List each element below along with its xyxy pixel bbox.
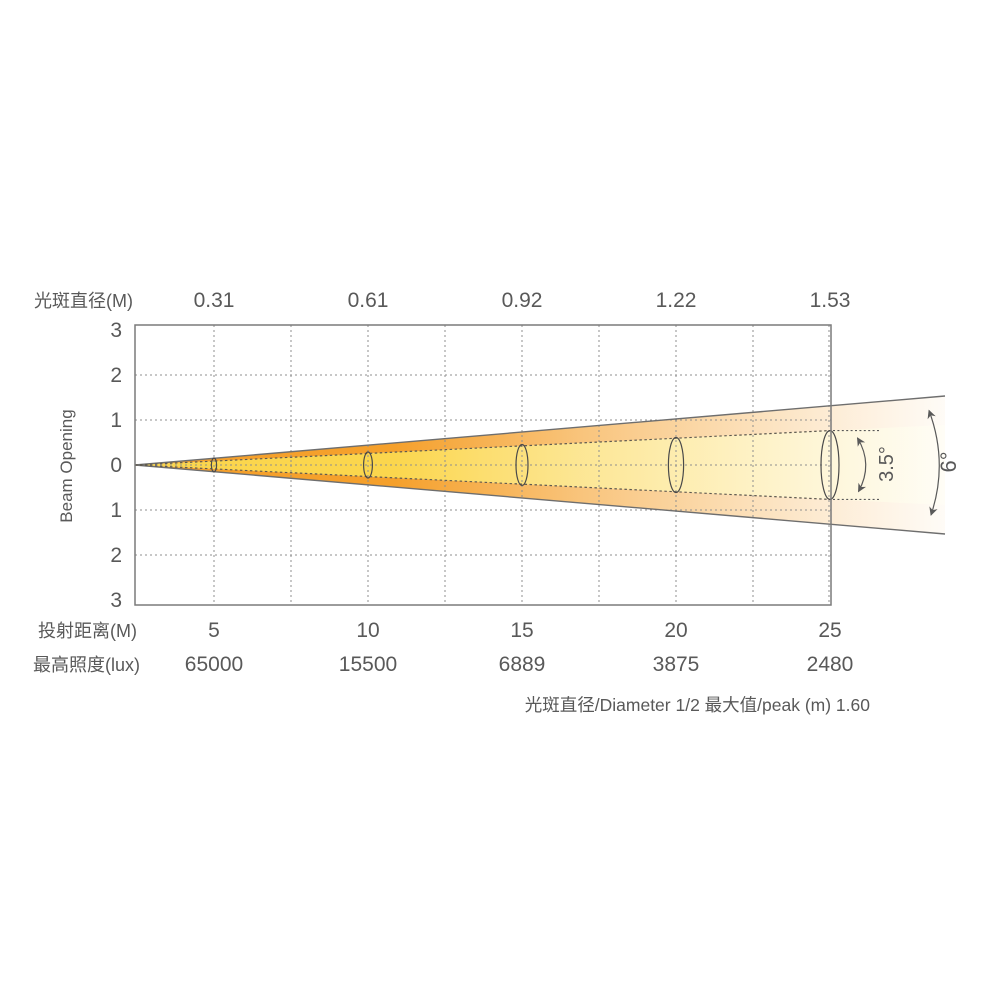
distance-value-20m: 20	[664, 619, 687, 642]
diameter-value-15m: 0.92	[502, 289, 543, 312]
distance-value-15m: 15	[510, 619, 533, 642]
angle-arc-3-5deg	[856, 437, 867, 493]
y-axis: Beam Opening 3 2 1 0 1 2 3	[57, 319, 122, 612]
y-tick-minus3: 3	[110, 589, 122, 612]
outer-cone-edge-bottom	[134, 464, 946, 535]
top-axis-title: 光斑直径(M)	[34, 291, 133, 311]
lux-value-15m: 6889	[499, 653, 546, 676]
y-tick-plus1: 1	[110, 409, 122, 432]
diameter-value-5m: 0.31	[194, 289, 235, 312]
inner-cone-edge-top	[134, 430, 831, 466]
plot-border	[134, 324, 832, 606]
outer-angle-label: 6°	[936, 451, 961, 472]
y-tick-zero: 0	[110, 454, 122, 477]
distance-value-10m: 10	[356, 619, 379, 642]
lux-value-5m: 65000	[185, 653, 243, 676]
distance-value-5m: 5	[208, 619, 220, 642]
angle-annotations	[833, 409, 940, 516]
diameter-value-25m: 1.53	[810, 289, 851, 312]
outer-cone-edge-top	[134, 395, 946, 466]
beam-ellipse-20m	[667, 436, 685, 494]
diameter-peak-note: 光斑直径/Diameter 1/2 最大值/peak (m) 1.60	[525, 695, 870, 715]
illuminance-title: 最高照度(lux)	[33, 655, 140, 675]
cone-outlines	[134, 395, 946, 535]
top-axis: 光斑直径(M) 0.31 0.61 0.92 1.22 1.53	[34, 289, 850, 312]
lux-value-10m: 15500	[339, 653, 397, 676]
beam-ellipse-15m	[515, 443, 529, 487]
beam-spot-ellipses	[210, 430, 840, 501]
diameter-value-10m: 0.61	[348, 289, 389, 312]
beam-ellipse-25m	[820, 430, 840, 501]
beam-ellipse-10m	[363, 451, 374, 479]
x-axis-title: 投射距离(M)	[38, 621, 137, 641]
y-tick-minus2: 2	[110, 544, 122, 567]
beam-ellipse-5m	[210, 457, 218, 473]
grid-lines	[135, 325, 831, 605]
inner-cone-edge-bottom	[134, 464, 831, 500]
y-tick-minus1: 1	[110, 499, 122, 522]
lux-value-20m: 3875	[653, 653, 700, 676]
angle-arc-6deg	[927, 409, 940, 516]
inner-angle-label: 3.5°	[876, 446, 898, 482]
y-tick-plus2: 2	[110, 364, 122, 387]
illuminance-row: 最高照度(lux) 65000 15500 6889 3875 2480	[33, 653, 853, 676]
y-axis-title: Beam Opening	[57, 409, 76, 522]
diameter-value-20m: 1.22	[656, 289, 697, 312]
lux-value-25m: 2480	[807, 653, 854, 676]
y-tick-plus3: 3	[110, 319, 122, 342]
x-axis: 投射距离(M) 5 10 15 20 25	[38, 619, 842, 642]
distance-value-25m: 25	[818, 619, 841, 642]
